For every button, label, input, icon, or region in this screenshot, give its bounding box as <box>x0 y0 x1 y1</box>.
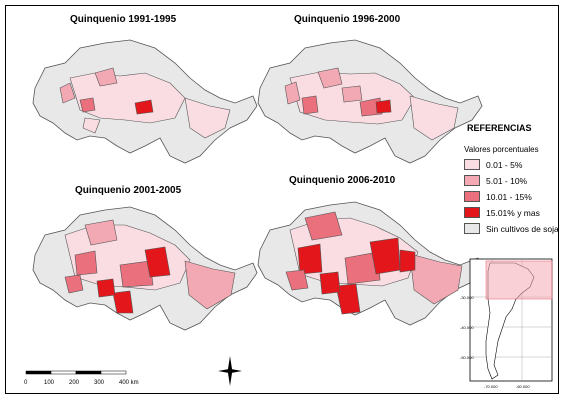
legend-swatch <box>464 175 480 187</box>
inset-lat-label: -30.000 <box>460 295 474 300</box>
scale-tick-label: 100 <box>44 380 55 386</box>
legend-title: REFERENCIAS <box>467 123 532 133</box>
scale-tick-label: 400 km <box>119 380 139 386</box>
map-title-2006-2010: Quinquenio 2006-2010 <box>289 175 396 186</box>
map-panel-1991-1995 <box>32 39 258 164</box>
legend-item: 5.01 - 10% <box>464 175 527 187</box>
legend-item: 15.01% y mas <box>464 207 540 219</box>
legend-label: 0.01 - 5% <box>486 159 523 170</box>
legend-label: 5.01 - 10% <box>486 175 528 186</box>
map-shape <box>32 206 258 331</box>
inset-lat-label: -40.000 <box>460 325 474 330</box>
map-panel-2001-2005 <box>32 206 258 331</box>
inset-locator-map: -30.000 -40.000 -50.000 -70.000 -60.000 <box>460 258 553 389</box>
legend-label: Sin cultivos de soja <box>486 223 559 234</box>
map-panel-1996-2000 <box>257 39 483 164</box>
map-title-1991-1995: Quinquenio 1991-1995 <box>70 14 177 25</box>
map-title-2001-2005: Quinquenio 2001-2005 <box>75 185 182 196</box>
inset-highlight-region <box>485 260 553 300</box>
scale-tick-label: 300 <box>94 380 105 386</box>
legend-label: 10.01 - 15% <box>486 191 532 202</box>
inset-lon-label: -60.000 <box>516 384 530 389</box>
scale-segment <box>100 370 127 375</box>
legend-swatch <box>464 223 480 235</box>
legend-label: 15.01% y mas <box>486 207 540 218</box>
scale-segment <box>50 370 77 375</box>
scale-segment <box>25 370 52 375</box>
legend-subtitle: Valores porcentuales <box>464 145 539 154</box>
map-shape <box>257 39 483 164</box>
legend-item: Sin cultivos de soja <box>464 223 559 235</box>
map-title-1996-2000: Quinquenio 1996-2000 <box>294 14 401 25</box>
north-arrow-icon <box>218 356 242 386</box>
scale-bar: 0 100 200 300 400 km <box>24 370 139 386</box>
map-shape <box>257 201 483 326</box>
legend-item: 10.01 - 15% <box>464 191 532 203</box>
map-panel-2006-2010 <box>257 201 483 326</box>
map-shape <box>32 39 258 164</box>
legend-swatch <box>464 191 480 203</box>
legend-item: 0.01 - 5% <box>464 159 522 171</box>
scale-tick-label: 200 <box>69 380 80 386</box>
scale-segment <box>75 370 102 375</box>
legend-swatch <box>464 159 480 171</box>
inset-lat-label: -50.000 <box>460 355 474 360</box>
scale-tick-label: 0 <box>24 380 28 386</box>
inset-lon-label: -70.000 <box>484 384 498 389</box>
legend-swatch <box>464 207 480 219</box>
